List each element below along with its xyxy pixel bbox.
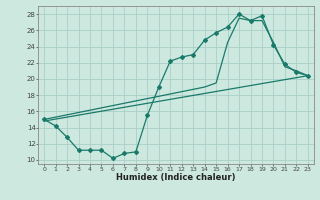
X-axis label: Humidex (Indice chaleur): Humidex (Indice chaleur) [116,173,236,182]
